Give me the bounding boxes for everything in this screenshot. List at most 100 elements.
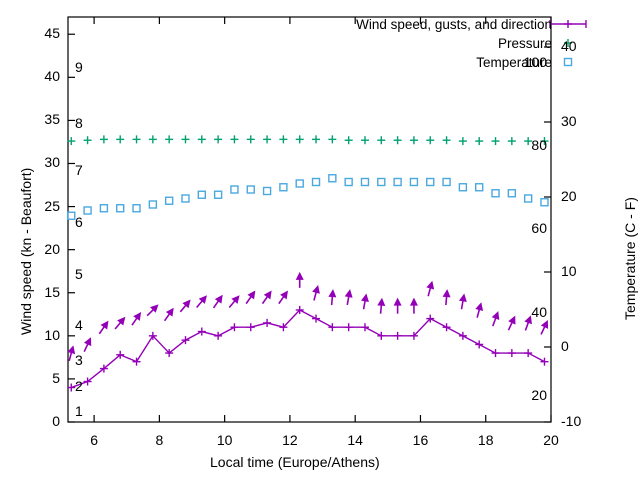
y-tick-label: 35 <box>44 111 60 128</box>
marker-square <box>132 204 141 213</box>
wind-direction-arrow <box>475 302 484 318</box>
wind-speed-line <box>71 309 545 389</box>
wind-direction-arrow <box>67 345 76 361</box>
y-axis-label: Wind speed (kn - Beaufort) <box>18 167 34 335</box>
marker-square <box>246 185 255 194</box>
wind-direction-arrow <box>524 315 532 331</box>
beaufort-scale-label: 1 <box>75 403 83 420</box>
legend-item-temperature-label[interactable]: Temperature <box>476 55 552 70</box>
beaufort-scale-label: 6 <box>75 213 83 230</box>
y2-tick-label: 10 <box>561 263 577 279</box>
wind-direction-arrow <box>245 290 256 305</box>
marker-square <box>148 200 158 209</box>
y-tick-label: 45 <box>44 25 60 42</box>
wind-direction-arrow <box>98 320 109 335</box>
x-tick-label: 10 <box>216 432 233 448</box>
y-tick-label: 0 <box>52 413 60 429</box>
marker-square <box>262 186 272 196</box>
x-tick-label: 12 <box>282 432 298 448</box>
marker-square <box>523 194 533 203</box>
x-tick-label: 6 <box>90 432 98 448</box>
fahrenheit-scale-label: 20 <box>531 387 547 404</box>
wind-direction-arrow <box>295 271 304 288</box>
wind-direction-arrow <box>540 319 549 335</box>
x-axis-label: Local time (Europe/Athens) <box>210 454 380 470</box>
marker-square <box>344 177 353 187</box>
marker-square <box>491 189 500 198</box>
x-tick-label: 8 <box>155 432 164 448</box>
x-tick-label: 14 <box>347 432 363 448</box>
x-tick-label: 16 <box>412 432 429 448</box>
wind-direction-arrow <box>179 299 191 313</box>
y-tick-label: 20 <box>44 240 60 257</box>
wind-direction-arrow <box>261 290 272 305</box>
y-tick-label: 30 <box>44 154 60 171</box>
wind-direction-arrow <box>507 315 516 331</box>
wind-direction-arrow <box>278 290 288 305</box>
wind-direction-arrow <box>426 280 435 297</box>
beaufort-scale-label: 2 <box>75 377 83 394</box>
marker-square <box>409 177 419 187</box>
marker-square <box>563 57 573 67</box>
marker-square <box>475 183 484 192</box>
wind-direction-arrow <box>196 295 207 309</box>
marker-square <box>360 177 370 187</box>
legend-item-pressure-label[interactable]: Pressure <box>497 36 552 51</box>
marker-square <box>67 211 76 220</box>
fahrenheit-scale-label: 60 <box>531 220 547 236</box>
marker-square <box>328 174 337 183</box>
y2-tick-label: 0 <box>561 338 569 354</box>
wind-direction-arrow <box>458 293 467 310</box>
x-tick-label: 18 <box>477 432 494 448</box>
wind-direction-arrow <box>312 285 320 301</box>
wind-direction-arrow <box>409 297 418 314</box>
y-tick-label: 25 <box>44 197 60 214</box>
marker-square <box>116 204 125 213</box>
y2-axis-label: Temperature (C - F) <box>622 197 638 320</box>
marker-square <box>83 206 92 215</box>
beaufort-scale-label: 5 <box>75 265 83 282</box>
y2-tick-label: 30 <box>561 113 577 129</box>
marker-square <box>540 198 549 207</box>
wind-direction-arrow <box>131 312 142 326</box>
wind-direction-arrow <box>163 307 174 322</box>
fahrenheit-scale-label: 80 <box>531 136 547 153</box>
marker-square <box>99 204 109 213</box>
wind-direction-arrow <box>146 304 159 317</box>
wind-direction-arrow <box>491 311 500 327</box>
fahrenheit-scale-label: 40 <box>531 304 547 320</box>
beaufort-scale-label: 4 <box>75 317 83 334</box>
x-tick-label: 20 <box>543 432 559 448</box>
marker-square <box>507 189 517 198</box>
beaufort-scale-label: 8 <box>75 114 83 131</box>
beaufort-scale-label: 7 <box>75 162 83 179</box>
wind-direction-arrow <box>361 293 369 310</box>
marker-square <box>181 194 190 203</box>
legend-item-wind-label[interactable]: Wind speed, gusts, and direction <box>356 17 552 32</box>
fahrenheit-scale-label: 100 <box>523 53 547 70</box>
y-tick-label: 15 <box>44 283 60 300</box>
marker-square <box>279 183 288 192</box>
wind-direction-arrow <box>442 289 451 306</box>
y2-tick-label: 40 <box>561 38 577 54</box>
beaufort-scale-label: 9 <box>75 58 83 75</box>
marker-square <box>230 185 239 194</box>
y2-tick-label: 20 <box>561 188 577 204</box>
marker-square <box>311 177 321 187</box>
wind-direction-arrow <box>393 297 402 314</box>
marker-square <box>197 190 207 199</box>
wind-direction-arrow <box>377 297 386 314</box>
marker-square <box>295 179 304 188</box>
y-tick-label: 5 <box>52 369 60 386</box>
wind-direction-arrow <box>328 289 337 306</box>
y-tick-label: 40 <box>44 68 60 85</box>
wind-direction-arrow <box>114 316 126 330</box>
marker-square <box>426 177 435 187</box>
wind-direction-arrow <box>228 295 240 309</box>
marker-square <box>442 177 451 187</box>
wind-direction-arrow <box>83 337 92 353</box>
marker-square <box>393 177 402 187</box>
marker-square <box>213 190 223 199</box>
beaufort-scale-label: 3 <box>75 351 83 368</box>
